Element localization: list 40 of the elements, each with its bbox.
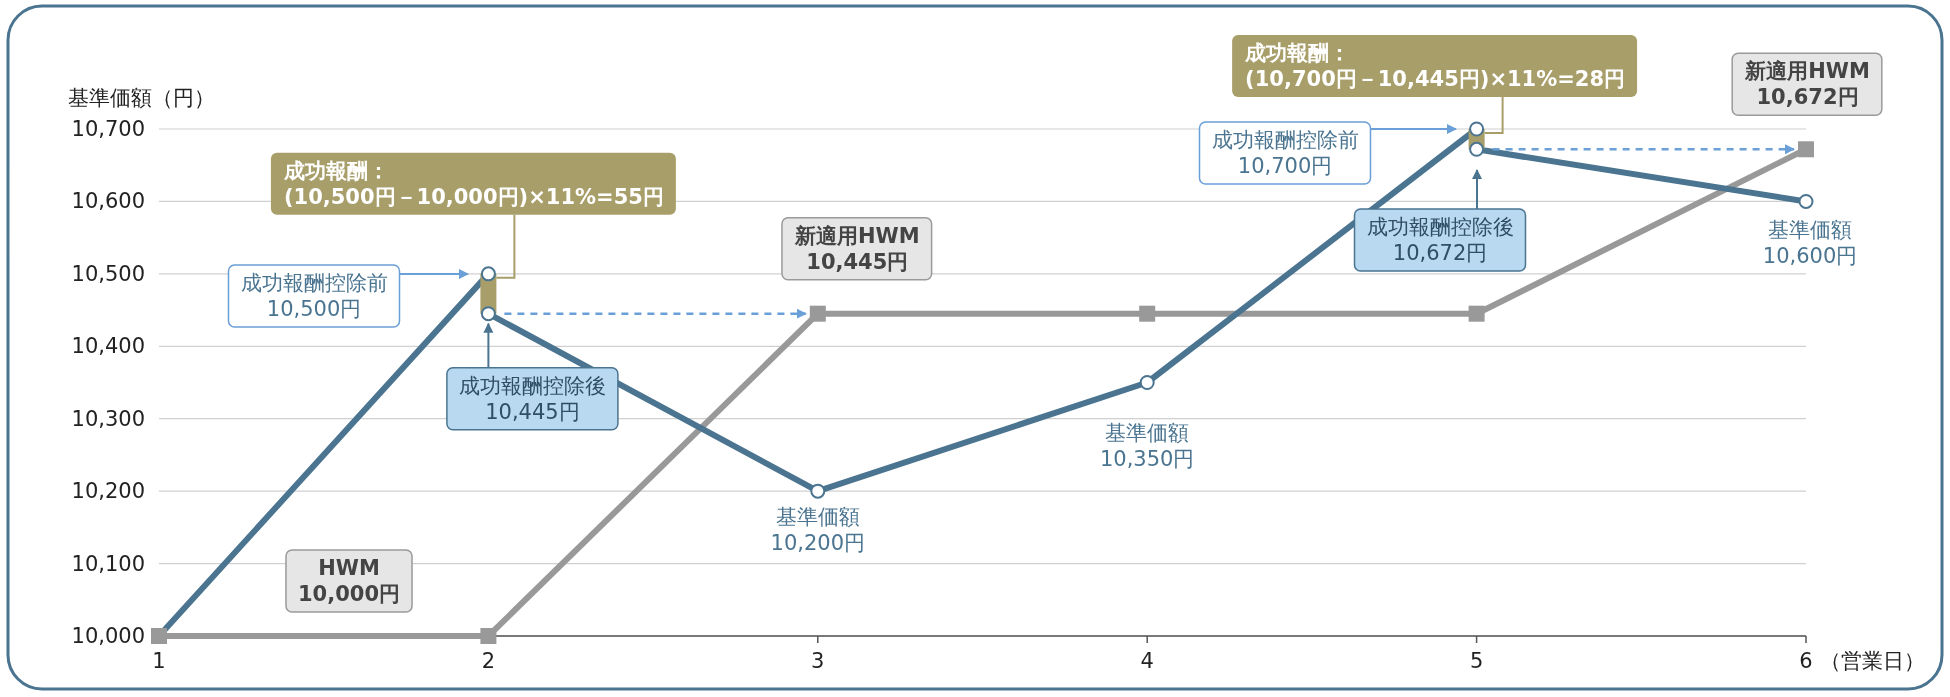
x-tick-label: 2 [481, 649, 496, 673]
point [1139, 375, 1155, 390]
x-tick-label: 6 [1799, 649, 1813, 673]
y-tick-label: 10,000 [71, 624, 145, 648]
y-tick-label: 10,500 [71, 261, 145, 286]
annotation: 成功報酬控除後 10,445円 [458, 373, 606, 424]
annotation: 基準価額 10,350円 [1099, 420, 1195, 471]
point [480, 306, 496, 322]
y-tick-label: 10,600 [71, 189, 145, 214]
point [480, 266, 496, 282]
x-tick-label: 1 [152, 649, 166, 673]
annotation: 新適用HWM 10,445円 [793, 223, 920, 274]
annotation: 成功報酬控除後 10,672円 [1366, 215, 1514, 265]
x-tick-label: 4 [1140, 649, 1154, 673]
annotation: 成功報酬控除前 10,500円 [240, 271, 388, 321]
y-tick-label: 10,400 [71, 334, 145, 359]
x-axis-title: （営業日） [1820, 649, 1925, 673]
point [1468, 305, 1485, 322]
annotation: 成功報酬： (10,700円－10,445円)×11%=28円 [1244, 41, 1626, 91]
y-tick-label: 10,200 [71, 479, 145, 504]
point [1798, 141, 1814, 158]
annotation: 新適用HWM 10,672円 [1744, 59, 1870, 110]
point [480, 628, 497, 644]
annotation: 基準価額 10,600円 [1762, 218, 1858, 269]
point [810, 483, 826, 499]
y-tick-label: 10,700 [71, 117, 145, 141]
annotation: 成功報酬控除前 10,700円 [1211, 128, 1359, 178]
y-tick-label: 10,100 [71, 551, 145, 576]
point [809, 305, 826, 322]
x-tick-label: 3 [811, 649, 825, 673]
annotation: 基準価額 10,200円 [770, 505, 866, 556]
annotation: 成功報酬： (10,500円－10,000円)×11%=55円 [282, 158, 664, 209]
point [1139, 305, 1156, 322]
point [1469, 141, 1485, 157]
point [1798, 193, 1814, 209]
y-tick-label: 10,300 [71, 406, 145, 431]
x-tick-label: 5 [1469, 649, 1484, 673]
y-axis-title: 基準価額（円） [68, 86, 215, 110]
annotation: HWM 10,000円 [297, 556, 401, 606]
point [1469, 121, 1485, 137]
